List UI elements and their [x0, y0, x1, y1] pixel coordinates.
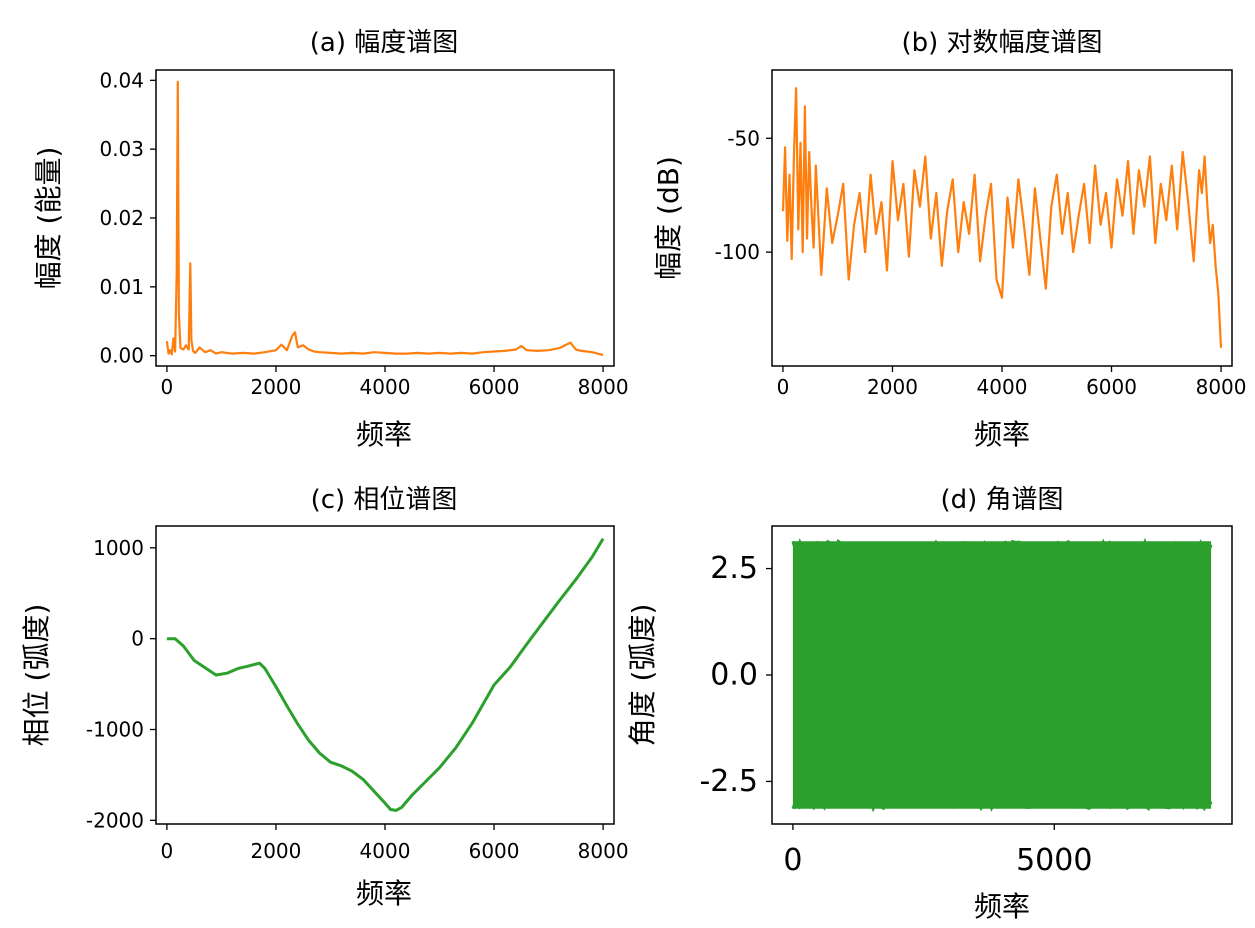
chart-c-xtick-label: 8000	[578, 839, 629, 863]
chart-d-ytick-label: 0.0	[710, 658, 758, 693]
chart-c-series-0-line	[166, 537, 605, 812]
chart-a-ytick-label: 0.03	[99, 137, 144, 161]
chart-b-ylabel: 幅度 (dB)	[652, 156, 685, 280]
chart-d-title: (d) 角谱图	[940, 485, 1063, 515]
panel-c: (c) 相位谱图 0 2000 4000 6000 800010000-1000-200…	[20, 485, 629, 910]
chart-a-series-0-line	[165, 80, 604, 357]
chart-c-ytick-label: -2000	[86, 808, 144, 832]
chart-b-ytick-label: -100	[715, 240, 760, 264]
chart-b-frame	[771, 69, 1233, 367]
chart-d-series-0-lower-edge	[791, 791, 1213, 813]
chart-c-ytick-label: 1000	[93, 536, 144, 560]
chart-b-xtick-label: 0	[777, 375, 790, 399]
chart-a-ylabel: 幅度 (能量)	[32, 147, 65, 290]
chart-c-xtick-label: 2000	[250, 839, 301, 863]
chart-d-xtick-label: 0	[783, 843, 802, 878]
chart-a-xtick-label: 8000	[578, 375, 629, 399]
chart-d-marks	[791, 537, 1213, 813]
chart-c-title: (c) 相位谱图	[311, 485, 458, 515]
chart-d-xtick-label: 5000	[1016, 843, 1092, 878]
chart-a-ytick-label: 0.01	[99, 275, 144, 299]
chart-a-ytick-label: 0.04	[99, 68, 144, 92]
chart-c-marks	[166, 537, 605, 812]
chart-c-xtick-label: 0	[161, 839, 174, 863]
chart-a-ytick-label: 0.00	[99, 344, 144, 368]
chart-a-xtick-label: 4000	[360, 375, 411, 399]
panel-d: (d) 角谱图 0 5000 2.5 0.0 -2.5 频率 角度 (弧度)	[626, 485, 1233, 923]
chart-b-xtick-label: 6000	[1086, 375, 1137, 399]
chart-c-ytick-label: 0	[131, 627, 144, 651]
chart-d-ytick-label: 2.5	[710, 551, 758, 586]
chart-b-xtick-label: 8000	[1196, 375, 1247, 399]
chart-c-xlabel: 频率	[356, 877, 412, 910]
chart-b-series-0-line	[781, 87, 1223, 348]
chart-a-xtick-label: 6000	[469, 375, 520, 399]
chart-b-xtick-label: 4000	[977, 375, 1028, 399]
chart-b-xlabel: 频率	[974, 418, 1030, 451]
chart-d-xlabel: 频率	[974, 890, 1030, 923]
chart-d-series-0-upper-edge	[791, 537, 1213, 559]
chart-c-xtick-label: 6000	[469, 839, 520, 863]
chart-b-ytick-label: -50	[727, 126, 760, 150]
chart-a-ticks: 0 2000 4000 6000 8000 0.00 0.01 0.02 0.03 0.04	[99, 68, 628, 399]
chart-b-ticks: 0 2000 4000 6000 8000 -50 -100	[715, 126, 1247, 399]
chart-c-xtick-label: 4000	[360, 839, 411, 863]
panel-b: (b) 对数幅度谱图 0 2000 4000 6000 8000 -50 -100 频率 幅…	[652, 28, 1247, 451]
chart-a-xlabel: 频率	[356, 418, 412, 451]
chart-a-xtick-label: 2000	[250, 375, 301, 399]
chart-b-marks	[781, 87, 1223, 348]
chart-d-ticks: 0 5000 2.5 0.0 -2.5	[699, 551, 1092, 878]
chart-b-title: (b) 对数幅度谱图	[901, 28, 1102, 58]
chart-a-frame	[155, 69, 615, 367]
chart-a-marks	[165, 80, 604, 357]
chart-c-ytick-label: -1000	[86, 718, 144, 742]
chart-a-xtick-label: 0	[161, 375, 174, 399]
chart-b-xtick-label: 2000	[867, 375, 918, 399]
chart-d-series-0-band	[792, 541, 1212, 809]
chart-c-ylabel: 相位 (弧度)	[20, 604, 53, 747]
chart-d-ylabel: 角度 (弧度)	[626, 604, 659, 747]
chart-a-ytick-label: 0.02	[99, 206, 144, 230]
chart-a-title: (a) 幅度谱图	[310, 28, 459, 58]
panel-a: (a) 幅度谱图 0 2000 4000 6000 8000 0.00 0.01 0.02 0.…	[32, 28, 629, 451]
chart-d-ytick-label: -2.5	[699, 764, 758, 799]
